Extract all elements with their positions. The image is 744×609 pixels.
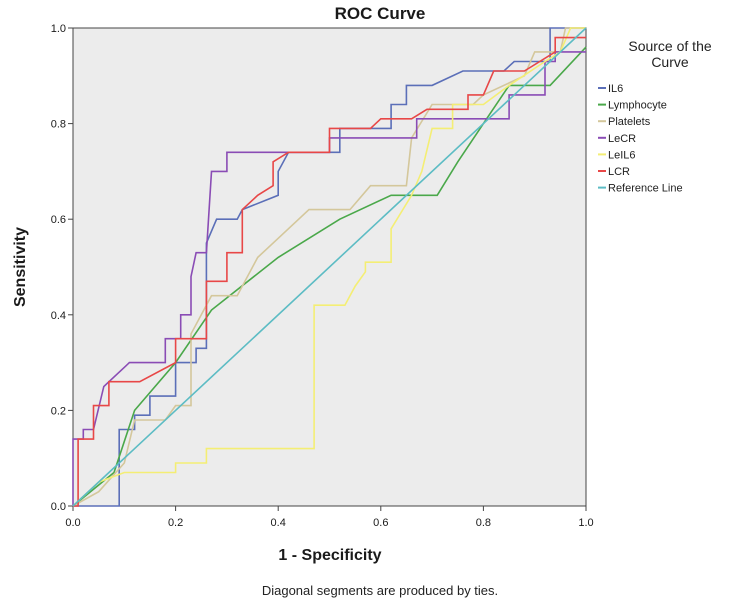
chart-title: ROC Curve <box>335 4 426 23</box>
legend-label-reference-line: Reference Line <box>608 183 683 195</box>
y-tick-label: 0.2 <box>51 405 66 417</box>
series-layer <box>72 27 587 507</box>
legend-label-il6: IL6 <box>608 83 623 95</box>
legend-label-lcr: LCR <box>608 166 630 178</box>
x-tick-label: 0.6 <box>373 517 388 529</box>
series-line-lcr <box>73 36 586 507</box>
y-axis-ticks: 0.0 0.2 0.4 0.6 0.8 1.0 <box>51 23 73 513</box>
legend-label-lymphocyte: Lymphocyte <box>608 100 667 112</box>
x-axis-ticks: 0.0 0.2 0.4 0.6 0.8 1.0 <box>65 506 594 529</box>
y-tick-label: 0.8 <box>51 119 66 131</box>
legend: IL6 Lymphocyte Platelets LeCR LeIL6 LCR Refere… <box>598 83 683 195</box>
x-tick-label: 1.0 <box>578 517 593 529</box>
series-line-lecr <box>72 51 586 506</box>
x-tick-label: 0.0 <box>65 517 80 529</box>
legend-title-line-2: Curve <box>651 54 689 70</box>
series-line-lymphocyte <box>72 46 587 507</box>
legend-label-lecr: LeCR <box>608 133 636 145</box>
legend-label-platelets: Platelets <box>608 116 651 128</box>
legend-label-leil6: LeIL6 <box>608 149 636 161</box>
x-axis-label: 1 - Specificity <box>278 547 381 564</box>
series-line-reference-line <box>72 27 587 507</box>
y-tick-label: 1.0 <box>51 23 66 35</box>
legend-title-line-1: Source of the <box>628 38 711 54</box>
footnote: Diagonal segments are produced by ties. <box>262 583 498 598</box>
y-tick-label: 0.6 <box>51 214 66 226</box>
y-tick-label: 0.0 <box>51 501 66 513</box>
x-tick-label: 0.4 <box>271 517 286 529</box>
y-tick-label: 0.4 <box>51 310 66 322</box>
y-axis-label: Sensitivity <box>12 227 29 307</box>
series-line-leil6 <box>72 27 586 507</box>
x-tick-label: 0.2 <box>168 517 183 529</box>
x-tick-label: 0.8 <box>476 517 491 529</box>
